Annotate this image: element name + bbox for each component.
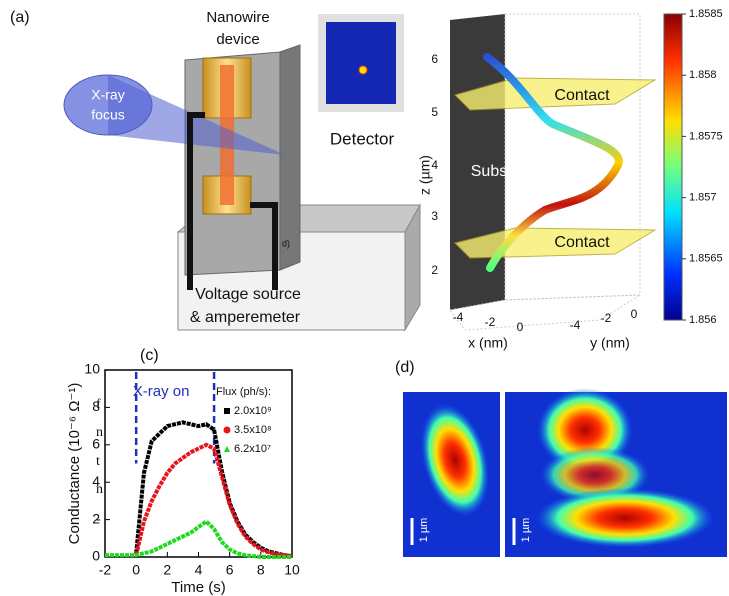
- colorbar-tick-label: 1.8575: [689, 130, 723, 142]
- legend-marker: [224, 446, 230, 452]
- y-tick-label: -2: [601, 311, 612, 325]
- y-axis-label: y (nm): [590, 335, 630, 351]
- figure: (a) (c) (d) f n t n - Nanowire device X-…: [0, 0, 729, 596]
- z-tick-label: 6: [431, 52, 438, 66]
- contact-label: Contact: [554, 234, 610, 251]
- z-tick-label: 5: [431, 105, 438, 119]
- x-tick-label: 6: [226, 562, 234, 578]
- legend-label: 6.2x10⁷: [234, 443, 271, 455]
- contact-label: Contact: [554, 87, 610, 104]
- colorbar-tick-label: 1.8565: [689, 253, 723, 265]
- colorbar-tick-label: 1.8585: [689, 8, 723, 20]
- x-tick-label: -2: [99, 562, 112, 578]
- colorbar-tick-label: 1.857: [689, 192, 717, 204]
- device-label: Nanowire: [206, 9, 269, 26]
- y-tick-label: 6: [92, 436, 100, 452]
- small-label: d): [282, 238, 290, 248]
- x-tick-label: -2: [485, 315, 496, 329]
- plot-3d: Substrate Contact Contact z (µm) 6 5 4 3…: [417, 8, 723, 351]
- y-tick-label: 4: [92, 473, 100, 489]
- x-axis-label: Time (s): [171, 579, 225, 596]
- legend-label: 2.0x10⁹: [234, 405, 272, 417]
- source-label: & amperemeter: [190, 309, 301, 326]
- scale-label: 1 µm: [418, 518, 430, 543]
- y-tick-label: -4: [570, 318, 581, 332]
- panel-label: (d): [395, 359, 415, 376]
- panel-label: (c): [140, 347, 159, 364]
- detector-label: Detector: [330, 129, 395, 148]
- x-tick-label: 10: [284, 562, 300, 578]
- source-label: Voltage source: [195, 286, 301, 303]
- y-axis-label: Conductance (10⁻⁶ Ω⁻¹): [66, 383, 83, 545]
- z-tick-label: 2: [431, 263, 438, 277]
- y-tick-label: 0: [631, 307, 638, 321]
- legend-label: 3.5x10⁸: [234, 424, 272, 436]
- colorbar-ticks: 1.856 1.8565 1.857 1.8575 1.858 1.8585: [682, 8, 723, 326]
- margin-text: f n t n -: [96, 397, 103, 527]
- substrate-label: Substrate: [471, 163, 540, 180]
- maps: 1 µm 1 µm: [403, 388, 727, 557]
- z-tick-label: 4: [431, 158, 438, 172]
- y-tick-label: 0: [92, 548, 100, 564]
- fragment: t: [96, 454, 100, 469]
- schematic: Nanowire device X-ray focus Detector Vol…: [64, 9, 420, 330]
- colorbar-tick-label: 1.858: [689, 69, 717, 81]
- z-axis-label: z (µm): [417, 155, 433, 195]
- xray-label: X-ray: [91, 87, 124, 103]
- z-tick-label: 3: [431, 209, 438, 223]
- colorbar: [664, 14, 682, 320]
- xray-label: focus: [91, 107, 124, 123]
- annotation: X-ray on: [133, 383, 190, 400]
- legend-marker: [224, 408, 230, 414]
- legend-marker: [224, 427, 231, 434]
- legend-title: Flux (ph/s):: [216, 386, 271, 398]
- x-tick-label: 0: [517, 320, 524, 334]
- scale-label: 1 µm: [520, 518, 532, 543]
- x-tick-label: 2: [163, 562, 171, 578]
- x-tick-label: 0: [132, 562, 140, 578]
- panel-label: (a): [10, 9, 30, 26]
- y-tick-label: 2: [92, 510, 100, 526]
- x-tick-label: 8: [257, 562, 265, 578]
- x-tick-label: -4: [453, 310, 464, 324]
- y-tick-label: 10: [84, 361, 100, 377]
- x-tick-label: 4: [195, 562, 203, 578]
- colorbar-tick-label: 1.856: [689, 314, 717, 326]
- y-tick-label: 8: [92, 398, 100, 414]
- device-label: device: [216, 31, 259, 48]
- x-axis-label: x (nm): [468, 335, 508, 351]
